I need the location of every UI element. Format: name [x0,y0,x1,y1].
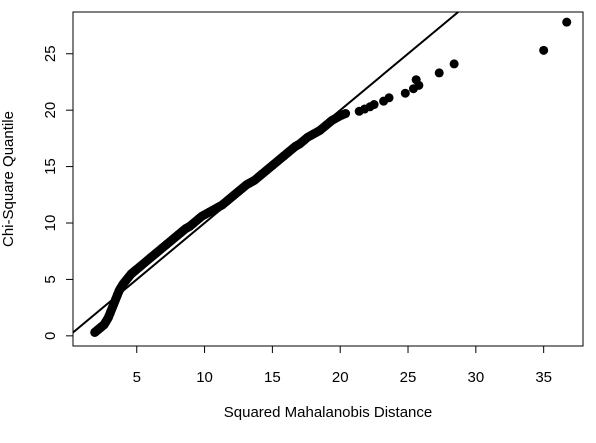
x-tick-label: 10 [196,369,213,386]
y-tick-label: 15 [42,158,59,175]
x-axis-label: Squared Mahalanobis Distance [223,404,433,421]
y-tick-label: 20 [42,102,59,119]
y-axis: 0 5 10 15 20 25 [42,45,74,340]
y-tick-label: 5 [42,275,59,283]
x-tick-label: 5 [133,369,141,386]
data-point-outlier [449,59,459,69]
y-tick-label: 25 [42,45,59,62]
data-point [341,109,351,119]
x-tick-label: 20 [332,369,349,386]
data-point-outlier [411,75,421,85]
x-tick-label: 25 [400,369,417,386]
x-tick-label: 15 [264,369,281,386]
data-points-layer [90,17,572,337]
data-point-outlier [562,17,572,27]
plot-frame [72,11,584,347]
y-tick-label: 0 [42,332,59,340]
y-tick-label: 10 [42,215,59,232]
x-tick-label: 30 [468,369,485,386]
data-point-outlier [434,68,444,78]
y-axis-label: Chi-Square Quantile [0,111,17,247]
data-point-outlier [539,45,549,55]
x-axis: 5 10 15 20 25 30 35 [133,345,552,386]
plot-area [72,11,584,347]
data-point-outlier [369,100,379,110]
data-point-outlier [400,88,410,98]
x-tick-label: 35 [535,369,552,386]
data-point-outlier [384,93,394,103]
